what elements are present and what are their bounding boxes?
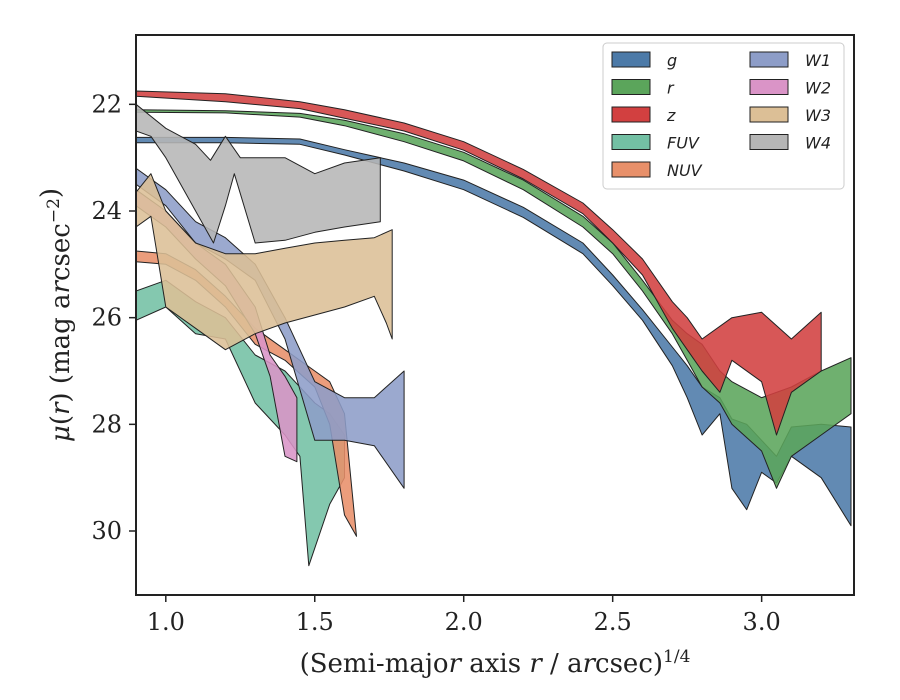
legend-swatch-nuv (611, 161, 651, 178)
plot-frame (135, 34, 855, 596)
legend-swatch-g (611, 51, 651, 68)
x-axis-ticks: 1.0 1.5 2.0 2.5 3.0 (147, 595, 781, 636)
y-tick-label: 26 (91, 304, 122, 332)
y-tick-label: 24 (91, 197, 122, 225)
legend: grz FUV NUV W1 W2 W3 W4 (602, 42, 845, 190)
legend-swatch-w1 (749, 51, 789, 68)
legend-label-w4: W4 (805, 134, 831, 153)
x-tick-label: 1.0 (147, 608, 185, 636)
legend-swatch-w3 (749, 106, 789, 123)
legend-label-w1: W1 (805, 51, 831, 70)
legend-swatch-z (611, 106, 651, 123)
y-tick-label: 22 (91, 90, 122, 118)
x-tick-label: 3.0 (743, 608, 781, 636)
legend-label-nuv: NUV (667, 161, 703, 180)
y-tick-label: 30 (91, 517, 122, 545)
series-band-r (136, 109, 852, 489)
legend-label-w3: W3 (805, 106, 831, 125)
legend-label-g: g (667, 51, 677, 70)
legend-swatch-w4 (749, 134, 789, 150)
series-band-g (136, 136, 852, 527)
series-band-w3 (136, 173, 393, 351)
y-axis-label: μ(r) (mag arcsec−2) (36, 188, 76, 442)
y-axis-ticks: 22 24 26 28 30 (91, 90, 136, 545)
legend-swatch-r (611, 79, 651, 95)
legend-label-z: z (666, 106, 676, 125)
legend-swatch-w2 (749, 79, 789, 95)
series-band-z (136, 90, 822, 436)
x-tick-label: 2.0 (445, 608, 483, 636)
x-tick-label: 2.5 (594, 608, 632, 636)
legend-swatch-fuv (611, 134, 651, 150)
x-tick-label: 1.5 (296, 608, 334, 636)
y-tick-label: 28 (91, 410, 122, 438)
x-axis-label: (Semi-major axis r / arcsec)1/4 (300, 647, 691, 679)
series-band-w4 (136, 103, 381, 244)
legend-label-r: r (667, 79, 675, 98)
series-layer (136, 90, 852, 567)
legend-label-fuv: FUV (667, 134, 700, 153)
legend-label-w2: W2 (805, 79, 831, 98)
